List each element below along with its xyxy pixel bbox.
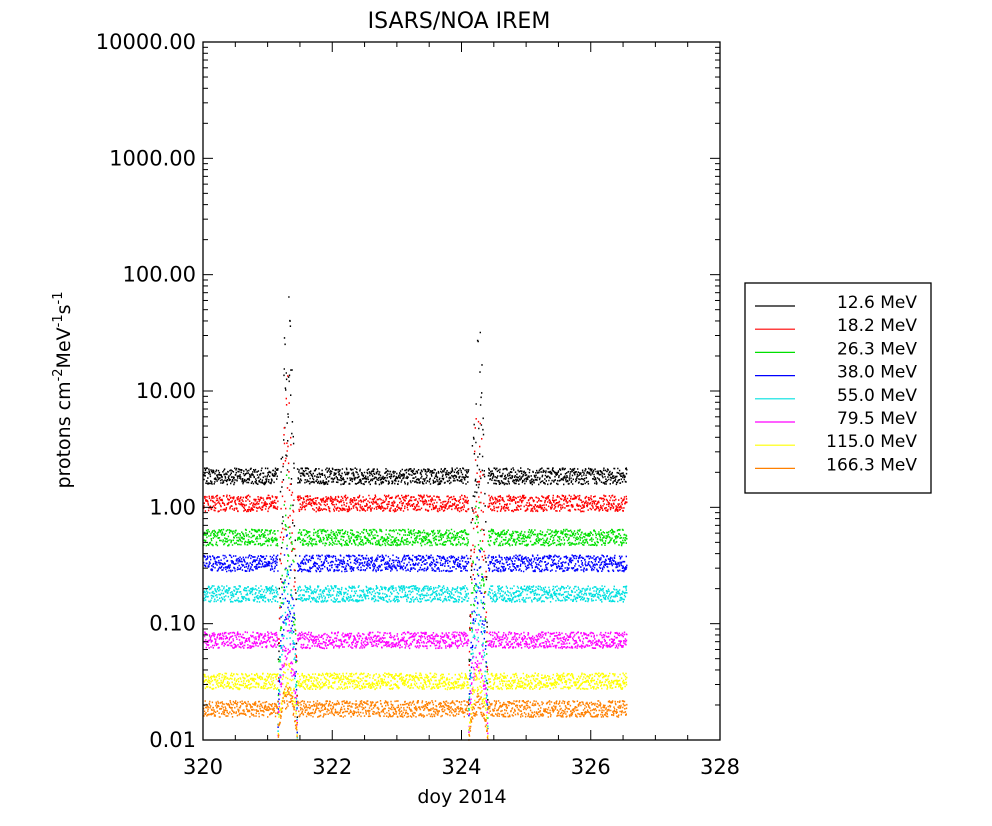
series-points (203, 474, 628, 734)
legend-label: 18.2 MeV (837, 316, 917, 336)
series-26-3-mev (203, 474, 628, 734)
plot-area: 320 322 324 326 328 0.01 0.10 1.00 10.00 100.00 1… (96, 30, 740, 779)
series-points (203, 534, 628, 734)
data-points (203, 296, 628, 741)
series-166-3-mev (203, 685, 628, 741)
legend-label: 26.3 MeV (837, 339, 917, 359)
y-axis-label: protons cm-2MeV-1s-1 (51, 292, 75, 489)
x-axis: 320 322 324 326 328 (183, 42, 740, 779)
y-tick-label: 10000.00 (96, 30, 196, 54)
series-points (203, 570, 628, 739)
plot-frame (202, 41, 721, 741)
series-79-5-mev (203, 614, 628, 737)
series-12-6-mev (203, 296, 628, 718)
x-tick-label: 320 (183, 755, 223, 779)
series-55-0-mev (203, 570, 628, 739)
y-tick-label: 0.10 (149, 612, 196, 636)
series-18-2-mev (203, 375, 628, 724)
x-tick-label: 322 (312, 755, 352, 779)
legend-box (744, 282, 932, 494)
chart-title: ISARS/NOA IREM (368, 9, 551, 34)
x-tick-label: 326 (571, 755, 611, 779)
y-tick-label: 1.00 (149, 495, 196, 519)
legend: 12.6 MeV 18.2 MeV 26.3 MeV 38.0 MeV 55.0 MeV… (744, 282, 932, 494)
series-115-0-mev (203, 663, 628, 741)
series-points (203, 614, 628, 737)
legend-label: 115.0 MeV (826, 432, 917, 452)
series-points (203, 685, 628, 741)
x-tick-label: 328 (700, 755, 740, 779)
y-axis: 0.01 0.10 1.00 10.00 100.00 1000.00 10000.00 (96, 30, 720, 752)
series-38-0-mev (203, 534, 628, 734)
legend-label: 38.0 MeV (837, 363, 917, 383)
legend-label: 12.6 MeV (837, 293, 917, 313)
series-points (203, 296, 628, 718)
y-tick-label: 0.01 (149, 728, 196, 752)
y-tick-label: 100.00 (123, 263, 196, 287)
legend-label: 79.5 MeV (837, 409, 917, 429)
x-axis-label: doy 2014 (417, 786, 506, 808)
series-points (203, 663, 628, 741)
y-tick-label: 10.00 (136, 379, 196, 403)
series-points (203, 375, 628, 724)
y-tick-label: 1000.00 (109, 146, 196, 170)
legend-label: 55.0 MeV (837, 386, 917, 406)
legend-label: 166.3 MeV (826, 455, 917, 475)
x-tick-label: 324 (441, 755, 481, 779)
legend-items: 12.6 MeV 18.2 MeV 26.3 MeV 38.0 MeV 55.0 MeV… (755, 293, 917, 475)
